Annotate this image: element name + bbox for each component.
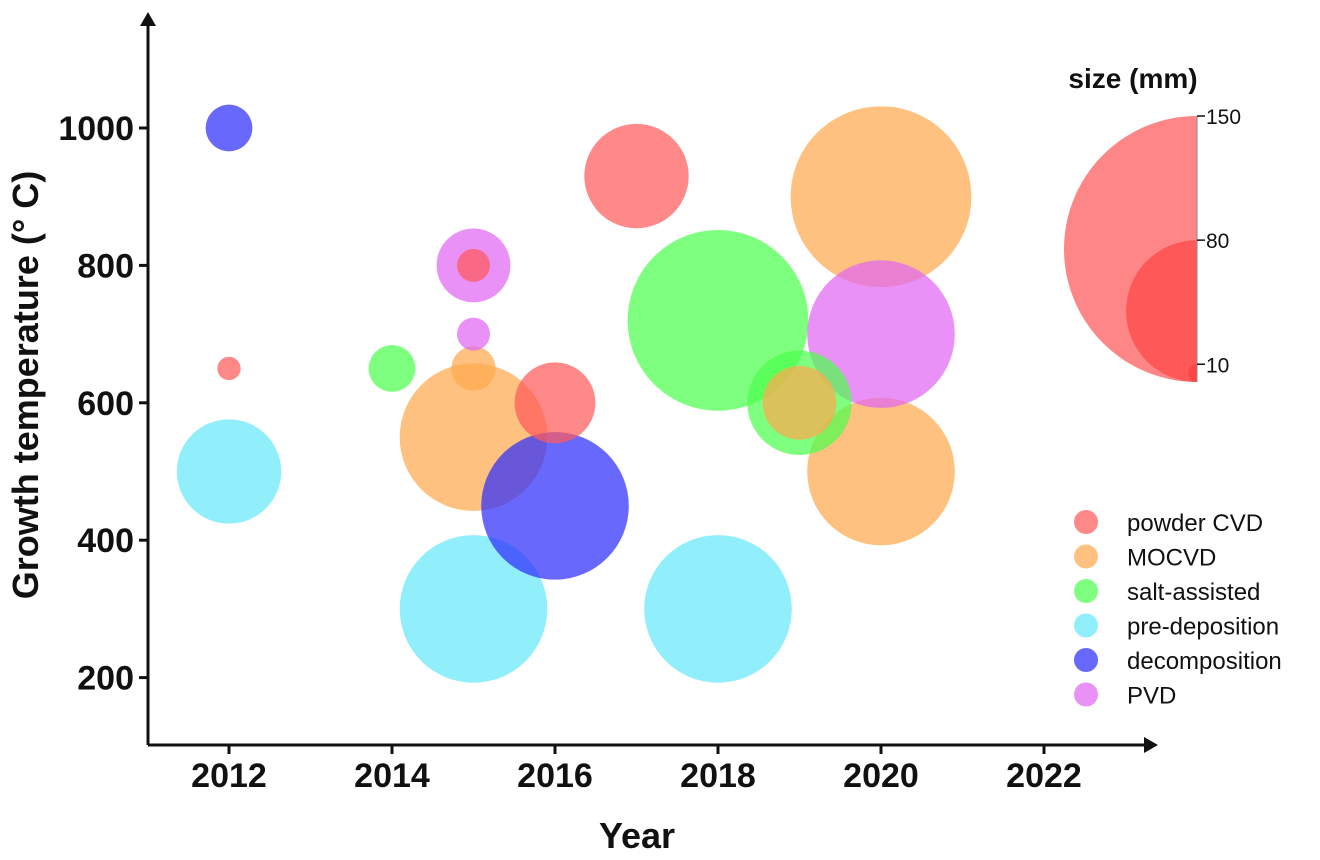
legend-label: salt-assisted [1127,579,1260,606]
x-axis-title: Year [599,815,675,856]
bubble-layer [176,104,972,683]
bubble-powder-cvd-0 [217,356,241,381]
bubble-mocvd-0 [451,346,496,391]
bubble-pre-deposition-2 [644,535,792,683]
legend-marker-powder-cvd [1074,510,1098,534]
size-legend-title: size (mm) [1068,63,1197,94]
size-legend-tick-label: 10 [1206,354,1229,377]
bubble-mocvd-4 [790,106,972,288]
legend-label: PVD [1127,683,1176,710]
y-tick-label: 800 [77,247,134,285]
legend-marker-decomposition [1074,648,1098,672]
legend-label: powder CVD [1127,510,1263,537]
x-tick-label: 2022 [1006,757,1082,795]
x-tick-label: 2018 [680,757,756,795]
x-tick-label: 2012 [191,757,267,795]
size-legend-tick-label: 150 [1206,106,1241,129]
bubble-decomposition-1 [481,432,629,580]
bubble-powder-cvd-1 [457,248,490,282]
size-legend-tick-label: 80 [1206,230,1229,253]
y-tick-label: 200 [77,660,134,698]
bubble-mocvd-3 [807,397,955,546]
size-legend: size (mm) 150 80 10 [1064,63,1241,382]
y-tick-label: 1000 [58,110,134,148]
legend-label: decomposition [1127,648,1282,675]
size-legend-circle-80 [1126,240,1197,382]
y-axis-title: Growth temperature (° C) [5,171,46,599]
legend-marker-pvd [1074,682,1098,707]
axes [140,12,1158,753]
bubble-mocvd-2 [762,365,837,440]
y-tick-label: 600 [77,385,134,423]
bubble-pre-deposition-0 [176,419,282,524]
bubble-decomposition-0 [205,104,253,152]
size-legend-circle-10 [1188,364,1197,382]
bubble-powder-cvd-3 [584,123,689,229]
color-legend: powder CVD MOCVD salt-assisted pre-depositi… [1074,510,1282,710]
bubble-salt-assisted-0 [368,345,416,392]
bubble-powder-cvd-2 [514,362,596,444]
x-tick-label: 2014 [354,757,430,795]
x-axis-arrow [1144,737,1158,753]
y-ticks: 200 400 600 800 1000 [58,110,148,698]
bubble-pvd-2 [807,260,955,408]
y-axis-arrow [140,12,156,26]
legend-label: MOCVD [1127,545,1216,572]
y-tick-label: 400 [77,522,134,560]
bubble-pvd-1 [457,317,490,351]
legend-marker-mocvd [1074,544,1098,569]
legend-label: pre-deposition [1127,614,1279,641]
legend-marker-pre-deposition [1074,613,1098,638]
x-tick-label: 2020 [843,757,919,795]
legend-marker-salt-assisted [1074,579,1098,603]
bubble-pre-deposition-1 [399,535,548,683]
x-tick-label: 2016 [517,757,593,795]
x-ticks: 2012 2014 2016 2018 2020 2022 [191,745,1082,795]
